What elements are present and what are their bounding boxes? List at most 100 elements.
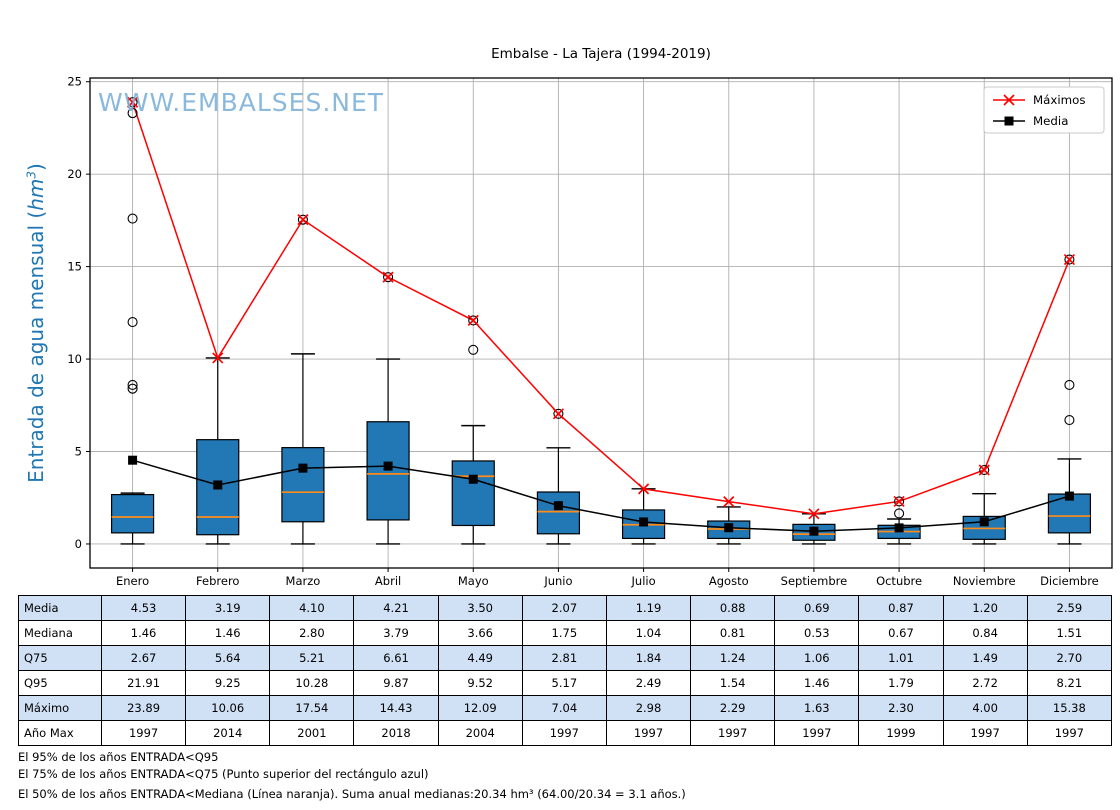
x-tick-label: Agosto <box>709 574 749 588</box>
table-cell: 2018 <box>353 720 439 746</box>
box-marzo <box>281 353 325 545</box>
table-cell: 1997 <box>690 720 776 746</box>
table-cell: 1.46 <box>185 620 271 646</box>
table-cell: 2.81 <box>521 645 607 671</box>
table-cell: 17.54 <box>269 695 355 721</box>
y-tick-label: 5 <box>75 445 82 459</box>
table-cell: 3.50 <box>437 595 523 621</box>
row-label: Máximo <box>18 695 102 721</box>
grid <box>90 78 1112 568</box>
x-marker <box>297 214 309 226</box>
table-row-q75: Q75 2.67 5.64 5.21 6.61 4.49 2.81 1.84 1.24 1.06 1… <box>18 645 1113 671</box>
square-marker <box>639 517 649 527</box>
footnote-2: El 75% de los años ENTRADA<Q75 (Punto su… <box>18 767 429 781</box>
table-cell: 1997 <box>1026 720 1113 746</box>
table-row-máximo: Máximo 23.89 10.06 17.54 14.43 12.09 7.04 2.98 2… <box>18 695 1113 721</box>
box-junio <box>536 447 581 545</box>
table-cell: 2.98 <box>605 695 692 721</box>
outlier-marker <box>127 317 138 328</box>
table-cell: 1.75 <box>521 620 607 646</box>
square-marker <box>724 523 734 533</box>
x-tick-label: Julio <box>631 574 656 588</box>
iqr-box <box>366 421 410 521</box>
table-row-q95: Q95 21.91 9.25 10.28 9.87 9.52 5.17 2.49 1.54 1.4… <box>18 670 1113 696</box>
y-tick-label: 15 <box>67 260 82 274</box>
table-cell: 1997 <box>774 720 860 746</box>
y-tick-label: 0 <box>75 537 82 551</box>
x-marker <box>467 314 479 327</box>
row-label: Media <box>18 595 102 621</box>
table-cell: 1.06 <box>774 645 860 671</box>
square-marker <box>553 501 563 511</box>
y-axis-label-close: ) <box>24 163 48 171</box>
chart-title: Embalse - La Tajera (1994-2019) <box>491 46 711 62</box>
y-tick-label: 10 <box>67 352 82 366</box>
row-label: Mediana <box>18 620 102 646</box>
outlier-marker <box>553 408 564 419</box>
x-marker <box>1063 253 1076 266</box>
table-cell: 9.25 <box>185 670 271 696</box>
table-cell: 1.01 <box>858 645 944 671</box>
box-febrero <box>196 357 240 545</box>
x-tick-label: Enero <box>116 574 149 588</box>
x-tick-label: Septiembre <box>781 574 848 588</box>
table-cell: 1997 <box>521 720 607 746</box>
x-tick-label: Diciembre <box>1040 574 1099 588</box>
x-tick-label: Febrero <box>196 574 239 588</box>
table-cell: 2.67 <box>100 645 187 671</box>
table-cell: 2014 <box>185 720 271 746</box>
x-tick-label: Mayo <box>458 574 489 588</box>
table-cell: 5.64 <box>185 645 271 671</box>
table-cell: 21.91 <box>100 670 187 696</box>
table-cell: 8.21 <box>1026 670 1113 696</box>
x-tick-label: Abril <box>375 574 401 588</box>
table-cell: 0.81 <box>690 620 776 646</box>
x-marker <box>126 96 139 108</box>
outlier-marker <box>127 97 138 108</box>
table-cell: 1.24 <box>690 645 776 671</box>
square-marker <box>979 517 989 527</box>
máximos-line <box>131 101 1071 515</box>
table-cell: 3.66 <box>437 620 523 646</box>
footnote-3: El 50% de los años ENTRADA<Mediana (Líne… <box>18 787 686 801</box>
table-cell: 6.61 <box>353 645 439 671</box>
y-tick-label: 25 <box>67 75 82 89</box>
table-cell: 0.69 <box>774 595 860 621</box>
boxplot-chart: 0 5 10 15 20 25 Enero Febrero Marzo Abril Mayo Juni… <box>67 75 1113 588</box>
table-cell: 0.84 <box>942 620 1028 646</box>
table-cell: 23.89 <box>100 695 187 721</box>
table-cell: 1.49 <box>942 645 1028 671</box>
table-row-año-max: Año Max 1997 2014 2001 2018 2004 1997 1997 1997 1… <box>18 720 1113 746</box>
table-cell: 1997 <box>605 720 692 746</box>
outlier-marker <box>1064 415 1075 426</box>
table-cell: 2.80 <box>269 620 355 646</box>
table-cell: 1.63 <box>774 695 860 721</box>
table-row-media: Media 4.53 3.19 4.10 4.21 3.50 2.07 1.19 0.88 0.6… <box>18 595 1113 621</box>
table-cell: 1.46 <box>100 620 187 646</box>
box-julio <box>621 488 666 545</box>
table-cell: 1.20 <box>942 595 1028 621</box>
legend-label: Media <box>1033 114 1068 128</box>
table-cell: 5.17 <box>521 670 607 696</box>
table-cell: 10.28 <box>269 670 355 696</box>
legend-x-marker <box>1003 94 1015 106</box>
table-cell: 1.79 <box>858 670 944 696</box>
legend: Máximos Media <box>983 86 1105 134</box>
row-label: Q95 <box>18 670 102 696</box>
table-cell: 1997 <box>100 720 187 746</box>
outlier-marker <box>383 272 394 283</box>
iqr-box <box>451 460 495 527</box>
y-axis-label-exponent: 3 <box>24 170 39 179</box>
x-marker <box>637 483 650 495</box>
square-marker <box>468 474 478 484</box>
legend-label: Máximos <box>1033 93 1086 107</box>
box-abril <box>366 358 410 545</box>
x-marker <box>382 271 394 283</box>
watermark: WWW.EMBALSES.NET <box>98 88 385 117</box>
x-tick-label: Junio <box>543 574 572 588</box>
table-cell: 7.04 <box>521 695 607 721</box>
outlier-marker <box>894 496 905 507</box>
table-cell: 4.53 <box>100 595 187 621</box>
y-tick-label: 20 <box>67 167 82 181</box>
